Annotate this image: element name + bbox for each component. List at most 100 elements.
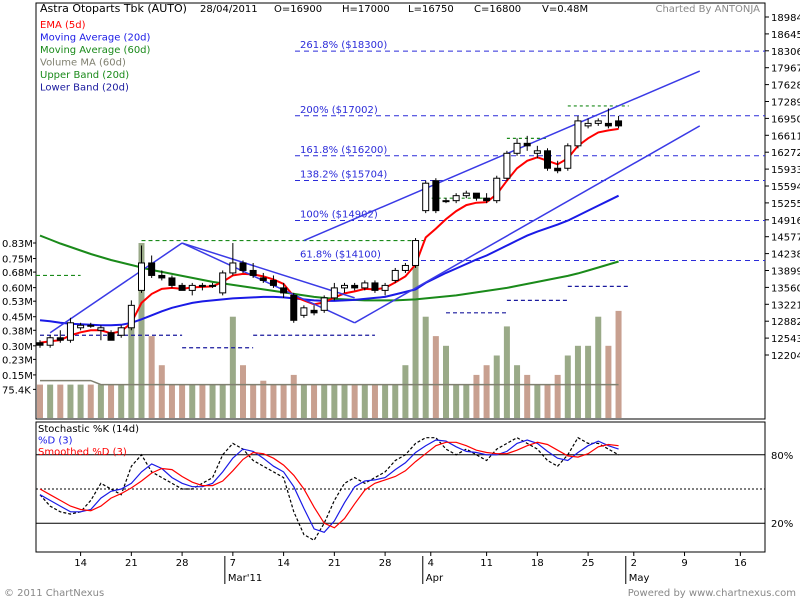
x-tick-label: 28 [176,558,189,569]
candle-body [148,262,156,276]
volume-bar [219,384,226,418]
volume-bar [503,326,510,418]
volume-bar [615,310,622,418]
volume-layer [37,243,622,418]
volume-bar [97,384,104,418]
stochastic-legend-entry: Stochastic %K (14d) [38,424,139,435]
volume-bar [514,365,521,418]
x-tick-label: 28 [379,558,392,569]
candle-body [462,192,470,197]
volume-bar [595,316,602,418]
price-tick-label: 14238 [771,250,800,261]
stochastic-d-line [39,439,619,533]
stock-title: Astra Otoparts Tbk (AUTO) [40,2,187,15]
volume-bar [463,384,470,418]
candle-body [564,145,572,169]
volume-bar [158,365,165,418]
candle-body [97,327,105,331]
quote-date: 28/04/2011 [200,4,258,15]
stochastic-tick-label: 80% [771,451,793,462]
candle-body [493,177,501,202]
price-tick-label: 15255 [771,199,800,210]
fib-level-label: 200% ($17002) [300,105,378,116]
month-label: Apr [426,573,444,584]
candle-body [46,337,54,346]
x-tick-label: 16 [734,558,747,569]
legend-entry: EMA (5d) [40,20,86,31]
candle-body [320,297,328,311]
candle-body [87,324,95,327]
volume-bar [483,365,490,418]
candle-body [36,342,44,346]
volume-bar [138,243,145,418]
candle-body [300,307,308,316]
volume-tick-label: 0.68M [2,268,33,279]
volume-bar [605,345,612,418]
volume-bar [57,384,64,418]
price-tick-label: 13221 [771,300,800,311]
candle-body [249,269,257,276]
volume-bar [432,336,439,418]
price-tick-label: 13560 [771,283,800,294]
x-tick-label: 14 [74,558,87,569]
price-tick-label: 16272 [771,148,800,159]
x-tick-label: 21 [125,558,138,569]
price-tick-label: 14916 [771,216,800,227]
price-tick-label: 12204 [771,351,800,362]
volume-bar [270,384,277,418]
candle-body [188,284,196,291]
candle-body [533,150,541,154]
volume-tick-label: 0.60M [2,284,33,295]
volume-tick-label: 0.53M [2,297,33,308]
trend-line [49,242,183,334]
price-tick-label: 14577 [771,233,800,244]
stochastic-layer: 80% 20% [36,436,793,542]
volume-bar [108,384,115,418]
candle-body [229,262,237,274]
price-tick-label: 16611 [771,131,800,142]
volume-bar [453,384,460,418]
candle-body [615,120,623,127]
volume-ma-line [40,379,619,386]
candle-body [198,284,206,287]
price-tick-label: 15594 [771,182,800,193]
volume-bar [382,384,389,418]
candle-body [259,277,267,281]
candle-body [330,287,338,299]
candle-body [138,262,145,291]
volume-tick-label: 0.15M [2,371,33,382]
quote-low: L=16750 [408,4,454,15]
price-tick-label: 18984 [771,13,800,24]
candle-body [127,304,135,329]
volume-bar [128,326,135,418]
volume-bar [473,374,480,418]
price-tick-label: 15933 [771,165,800,176]
trend-line [354,125,701,324]
volume-bar [371,384,378,418]
stochastic-legend-entry: Smoothed %D (3) [38,447,127,458]
volume-bar [524,374,531,418]
candle-body [158,274,166,279]
volume-bar [118,384,125,418]
volume-bar [341,384,348,418]
volume-bar [87,384,94,418]
price-tick-label: 16950 [771,114,800,125]
ema5-line [39,127,619,344]
quote-open: O=16900 [274,4,322,15]
candle-body [381,284,389,291]
charted-by: Charted By ANTONJA [655,4,760,15]
quote-volume: V=0.48M [542,4,588,15]
x-tick-label: 4 [428,558,434,569]
candle-body [56,337,64,341]
price-tick-label: 12543 [771,334,800,345]
volume-bar [300,384,307,418]
volume-bar [564,355,571,418]
volume-tick-label: 0.83M [2,239,33,250]
price-legend: EMA (5d) Moving Average (20d)Moving Avera… [40,20,151,94]
candle-body [351,284,359,289]
candle-body [219,272,227,294]
candle-body [178,284,186,291]
stochastic-tick-label: 20% [771,519,793,530]
candle-body [239,262,247,271]
